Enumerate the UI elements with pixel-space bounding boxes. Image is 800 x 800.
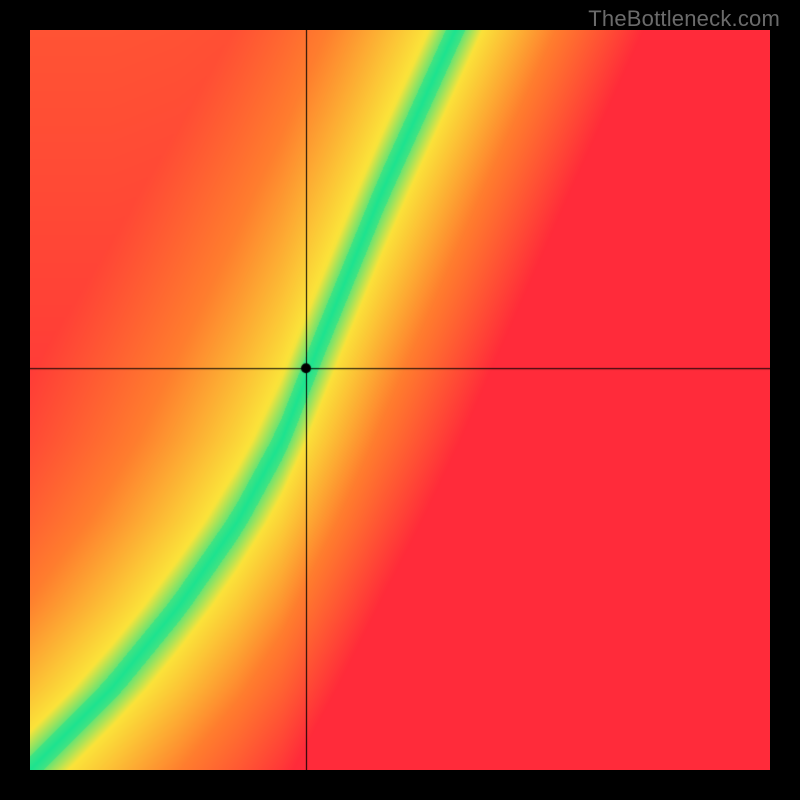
watermark-text: TheBottleneck.com [588,6,780,32]
heatmap-canvas [30,30,770,770]
chart-container: TheBottleneck.com [0,0,800,800]
